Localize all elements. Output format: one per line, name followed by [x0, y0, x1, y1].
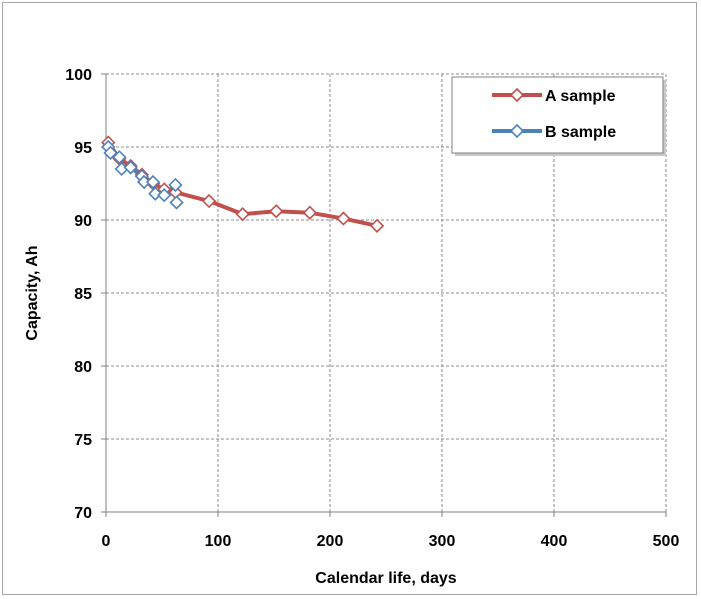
x-tick-label: 500 — [653, 533, 680, 550]
data-point-b — [148, 186, 163, 201]
y-tick-label: 70 — [74, 505, 92, 522]
data-point-b — [112, 150, 127, 165]
y-tick-label: 75 — [74, 432, 92, 449]
legend-label-b: B sample — [545, 124, 616, 141]
x-tick-label: 200 — [317, 533, 344, 550]
data-point-b — [157, 188, 172, 203]
y-tick-label: 90 — [74, 213, 92, 230]
data-point-a — [269, 204, 284, 219]
legend-label-a: A sample — [545, 88, 616, 105]
data-point-a — [201, 193, 217, 209]
legend-box — [451, 76, 664, 154]
x-tick-label: 400 — [541, 533, 568, 550]
data-point-b — [169, 195, 184, 210]
x-tick-label: 100 — [205, 533, 232, 550]
data-point-a — [369, 218, 385, 233]
y-axis-title: Capacity, Ah — [24, 245, 41, 340]
data-point-a — [336, 211, 351, 226]
data-point-a — [235, 207, 250, 222]
x-axis-title: Calendar life, days — [315, 570, 456, 587]
data-point-b — [145, 174, 161, 190]
x-tick-label: 300 — [429, 533, 456, 550]
y-tick-label: 95 — [74, 140, 92, 157]
legend-marker-a — [509, 87, 525, 103]
y-tick-label: 85 — [74, 286, 92, 303]
data-point-a — [302, 205, 317, 220]
y-tick-label: 80 — [74, 359, 92, 376]
x-tick-label: 0 — [102, 533, 111, 550]
data-point-b — [123, 160, 138, 175]
legend-marker-b — [509, 123, 525, 139]
data-point-b — [168, 177, 183, 193]
y-tick-label: 100 — [65, 67, 92, 84]
data-point-b — [103, 145, 118, 160]
